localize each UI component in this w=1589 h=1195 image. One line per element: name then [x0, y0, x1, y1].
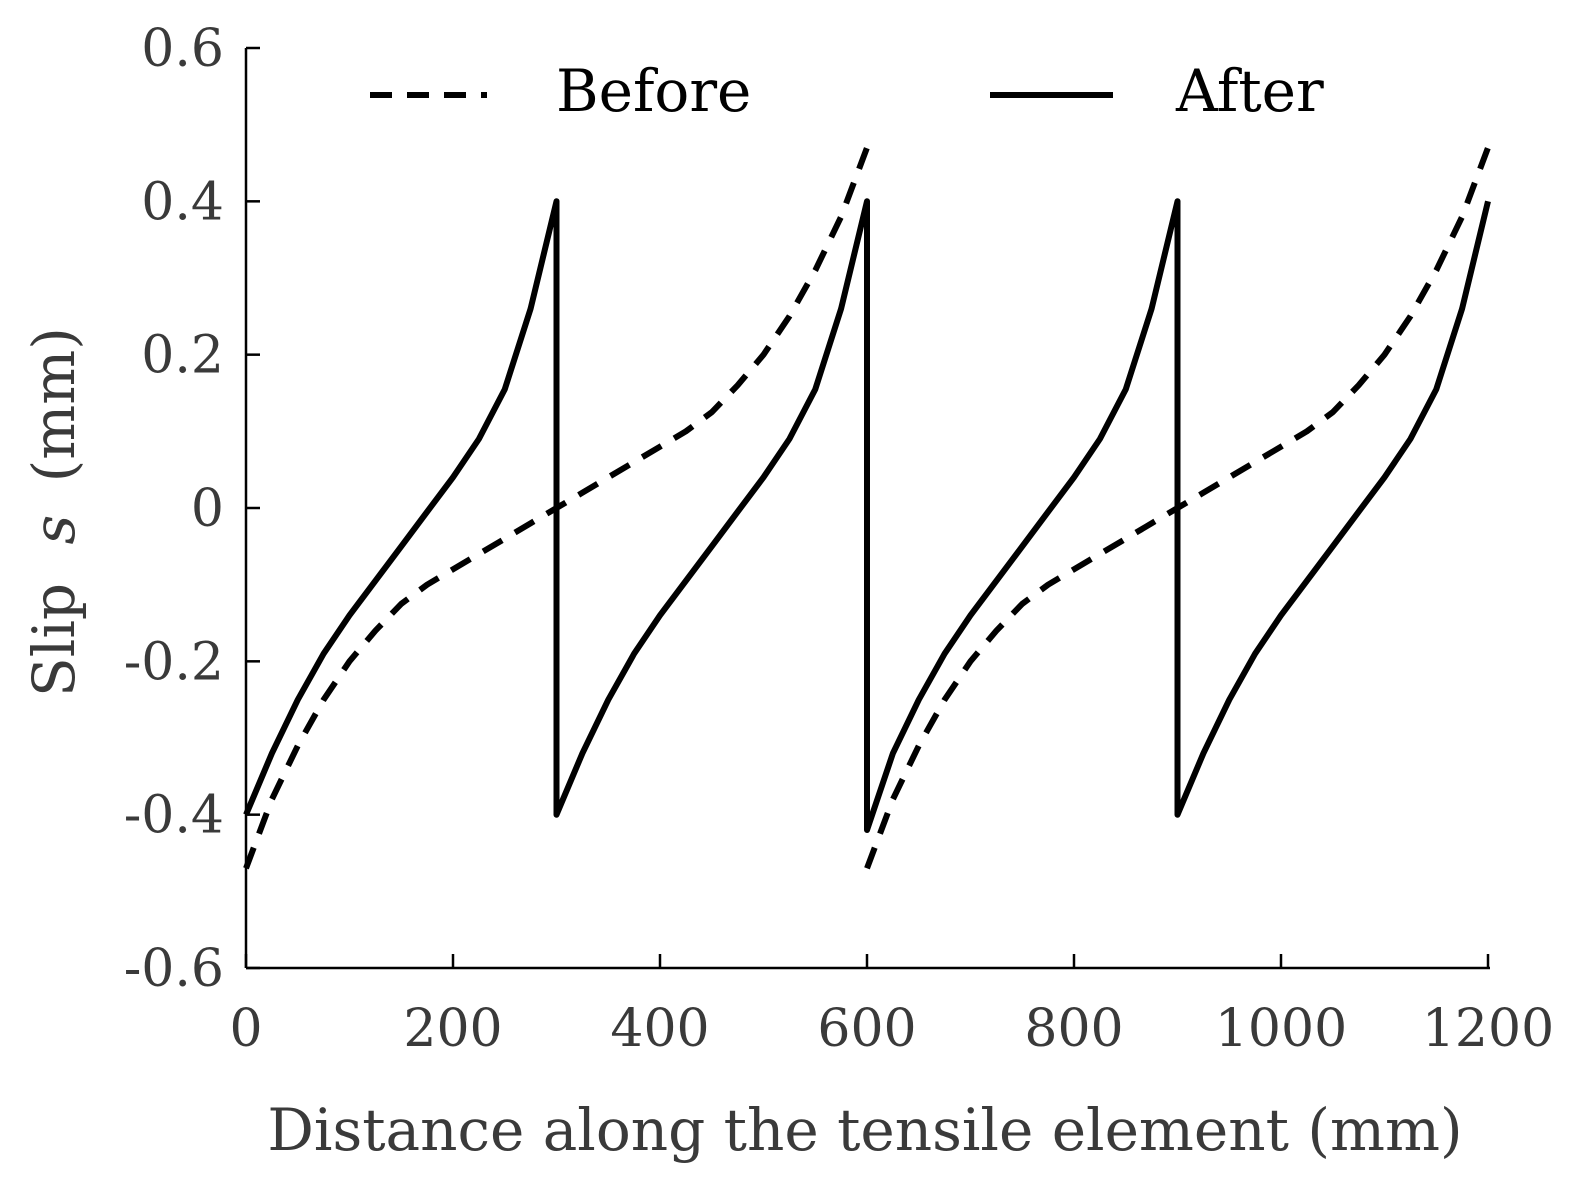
series-line-after	[243, 198, 1491, 833]
y-tick-label: 0.4	[141, 172, 224, 232]
y-tick-label: -0.2	[124, 632, 224, 692]
legend-label-before: Before	[556, 57, 751, 125]
series-layer	[243, 146, 1491, 870]
legend-label-after: After	[1175, 57, 1324, 125]
x-tick-label: 600	[817, 999, 916, 1059]
x-tick-label: 1000	[1215, 999, 1347, 1059]
y-axis-title-main: Slip	[20, 583, 88, 697]
y-axis-ticks: 0.6 0.4 0.2 0 -0.2 -0.4 -0.6	[124, 19, 260, 999]
y-axis-title-symbol: s	[20, 515, 88, 545]
x-tick-label: 1200	[1422, 999, 1554, 1059]
y-axis-title-unit: (mm)	[20, 327, 88, 482]
y-axis-title: Slip s (mm)	[20, 327, 88, 697]
y-tick-label: -0.6	[124, 939, 224, 999]
y-tick-label: 0	[191, 479, 224, 539]
x-axis-title: Distance along the tensile element (mm)	[267, 1096, 1462, 1164]
x-tick-label: 800	[1024, 999, 1123, 1059]
x-tick-label: 400	[610, 999, 709, 1059]
y-tick-label: 0.2	[141, 326, 224, 386]
x-tick-label: 0	[229, 999, 262, 1059]
x-tick-label: 200	[403, 999, 502, 1059]
legend: Before After	[370, 57, 1324, 125]
x-axis-ticks: 0 200 400 600 800 1000 1200	[229, 954, 1554, 1059]
y-tick-label: 0.6	[141, 19, 224, 79]
y-tick-label: -0.4	[124, 786, 224, 846]
